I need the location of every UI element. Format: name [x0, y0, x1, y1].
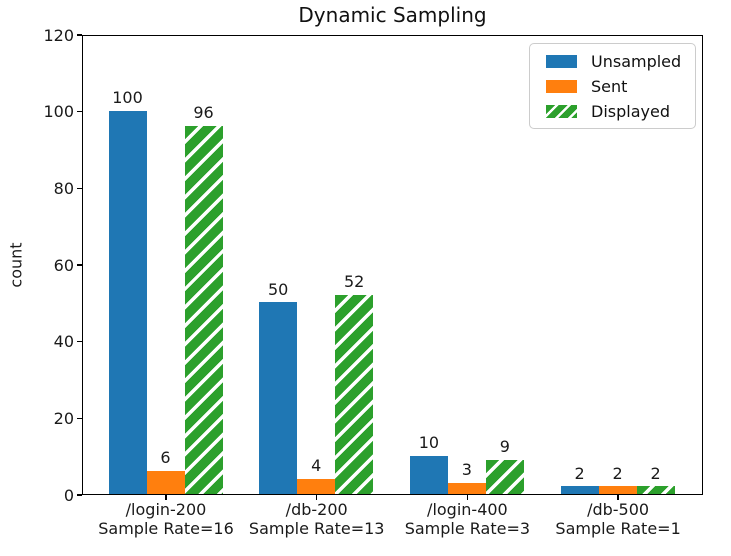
bar-unsampled-/db-500: [560, 486, 599, 494]
bar-unsampled-/login-400: [409, 455, 448, 494]
x-category-label: /login-200: [125, 500, 207, 519]
x-tick-label: /db-500 Sample Rate=1: [533, 500, 703, 538]
bar-value-label: 6: [160, 448, 171, 468]
x-category-sublabel: Sample Rate=13: [248, 518, 385, 538]
bar-value-label: 52: [344, 271, 365, 291]
x-category-label: /db-200: [285, 500, 348, 519]
x-tick-label: /db-200 Sample Rate=13: [232, 500, 402, 538]
x-tick-mark: [617, 495, 619, 500]
x-category-sublabel: Sample Rate=1: [555, 518, 681, 538]
x-tick-label: /login-200 Sample Rate=16: [81, 500, 251, 538]
bar-value-label: 10: [418, 432, 440, 452]
y-tick-mark: [77, 417, 82, 420]
bar-value-label: 2: [612, 463, 623, 483]
y-tick-label: 60: [53, 255, 74, 275]
y-tick-mark: [77, 110, 82, 113]
bar-sent-/db-200: [297, 478, 336, 494]
x-category-sublabel: Sample Rate=16: [98, 518, 234, 538]
bar-sent-/db-500: [598, 486, 637, 494]
bar-value-label: 2: [650, 463, 661, 483]
legend-swatch-unsampled: [546, 54, 577, 68]
bar-value-label: 100: [112, 87, 143, 107]
bar-displayed-/db-500: [636, 486, 675, 494]
y-tick-label: 0: [63, 485, 74, 505]
y-tick-label: 20: [53, 408, 74, 428]
bar-value-label: 96: [193, 103, 214, 123]
x-tick-mark: [315, 495, 318, 500]
chart-title: Dynamic Sampling: [298, 3, 487, 27]
x-tick-label: /login-400 Sample Rate=3: [382, 500, 552, 538]
legend-label: Unsampled: [591, 51, 682, 71]
y-tick-label: 80: [53, 178, 74, 198]
bar-unsampled-/login-200: [108, 110, 147, 494]
legend-swatch-sent: [546, 79, 577, 93]
bar-value-label: 4: [311, 455, 322, 475]
bar-value-label: 3: [461, 459, 472, 479]
x-category-sublabel: Sample Rate=3: [404, 518, 531, 538]
y-tick-label: 40: [53, 332, 74, 352]
y-tick-mark: [77, 340, 82, 343]
legend-item-displayed: Displayed: [546, 102, 695, 121]
legend-label: Sent: [591, 76, 628, 96]
bar-value-label: 9: [499, 436, 510, 456]
x-tick-mark: [165, 495, 167, 500]
bar-displayed-/login-400: [485, 459, 524, 494]
y-tick-mark: [77, 264, 82, 266]
x-category-label: /login-400: [427, 500, 508, 519]
legend-item-unsampled: Unsampled: [546, 52, 695, 71]
bar-sent-/login-400: [447, 482, 486, 494]
bar-displayed-/db-200: [335, 294, 374, 494]
bar-sent-/login-200: [146, 471, 185, 494]
y-tick-label: 120: [43, 25, 74, 45]
bar-value-label: 50: [268, 279, 289, 299]
y-tick-label: 100: [43, 102, 74, 122]
legend-swatch-displayed: [546, 104, 577, 118]
legend: Unsampled Sent Displayed: [529, 43, 696, 129]
y-tick-mark: [77, 187, 82, 190]
legend-item-sent: Sent: [546, 77, 695, 96]
bar-unsampled-/db-200: [259, 302, 298, 494]
x-tick-mark: [466, 495, 469, 500]
y-tick-mark: [77, 34, 82, 36]
y-tick-mark: [77, 494, 82, 496]
bar-value-label: 2: [574, 463, 585, 483]
x-category-label: /db-500: [587, 500, 650, 519]
bar-displayed-/login-200: [184, 126, 223, 494]
legend-label: Displayed: [591, 101, 670, 121]
